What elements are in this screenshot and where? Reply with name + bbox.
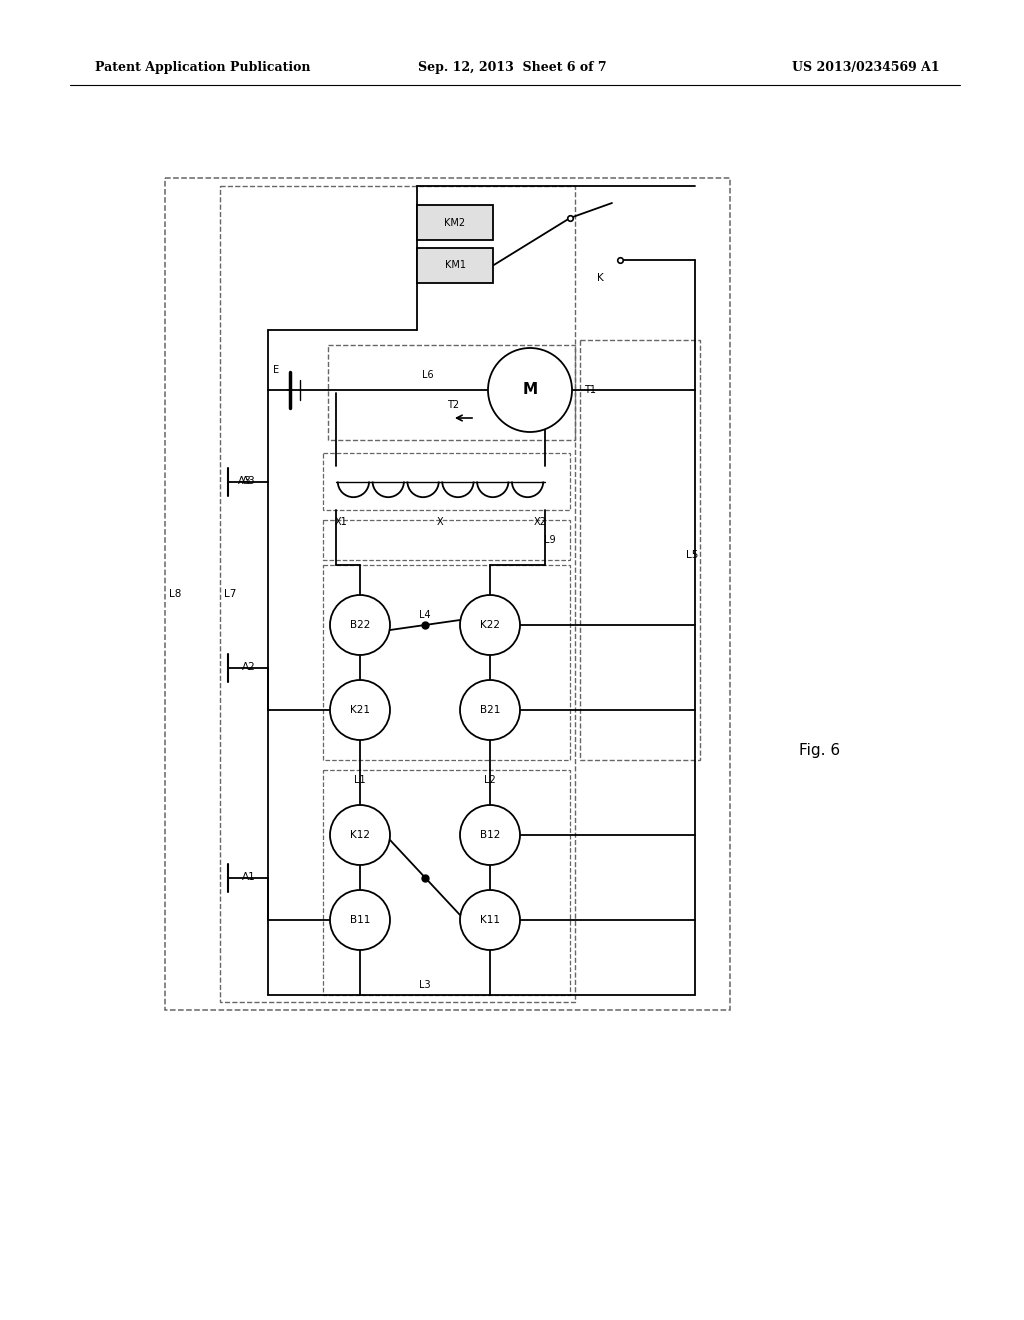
Text: A1: A1 [242,873,256,883]
Text: B22: B22 [350,620,371,630]
Text: B12: B12 [480,830,500,840]
Text: K22: K22 [480,620,500,630]
Text: K21: K21 [350,705,370,715]
Text: L7: L7 [224,589,237,599]
Text: B21: B21 [480,705,500,715]
Text: L5: L5 [686,550,698,560]
Circle shape [330,595,390,655]
Text: L2: L2 [484,775,496,785]
Circle shape [330,805,390,865]
Text: M: M [522,383,538,397]
Text: B11: B11 [350,915,371,925]
Bar [580,341,700,760]
Text: L8: L8 [169,589,181,599]
Text: KM1: KM1 [444,260,466,271]
Bar [417,248,493,282]
Circle shape [460,595,520,655]
Bar [165,178,730,1010]
Text: L9: L9 [544,535,556,545]
Text: L3: L3 [419,979,431,990]
Text: L1: L1 [354,775,366,785]
Text: A3: A3 [242,477,256,487]
Bar [323,453,570,510]
Text: A3: A3 [239,477,252,487]
Text: L6: L6 [422,370,434,380]
Text: US 2013/0234569 A1: US 2013/0234569 A1 [793,62,940,74]
Circle shape [330,890,390,950]
Circle shape [488,348,572,432]
Circle shape [330,680,390,741]
Text: L4: L4 [419,610,431,620]
Text: T1: T1 [584,385,596,395]
Circle shape [460,680,520,741]
Text: X: X [437,517,443,527]
Text: Patent Application Publication: Patent Application Publication [95,62,310,74]
Text: K12: K12 [350,830,370,840]
Text: X2: X2 [534,517,547,527]
Bar [220,186,575,1002]
Text: Fig. 6: Fig. 6 [800,742,841,758]
Text: K: K [597,273,603,282]
Bar [417,205,493,240]
Bar [323,770,570,995]
Text: E: E [273,366,280,375]
Text: KM2: KM2 [444,218,466,227]
Text: Sep. 12, 2013  Sheet 6 of 7: Sep. 12, 2013 Sheet 6 of 7 [418,62,606,74]
Circle shape [460,890,520,950]
Bar [323,520,570,560]
Text: A2: A2 [242,663,256,672]
Text: T2: T2 [446,400,459,411]
Bar [323,565,570,760]
Circle shape [460,805,520,865]
Text: X1: X1 [335,517,347,527]
Text: K11: K11 [480,915,500,925]
Bar [328,345,575,440]
